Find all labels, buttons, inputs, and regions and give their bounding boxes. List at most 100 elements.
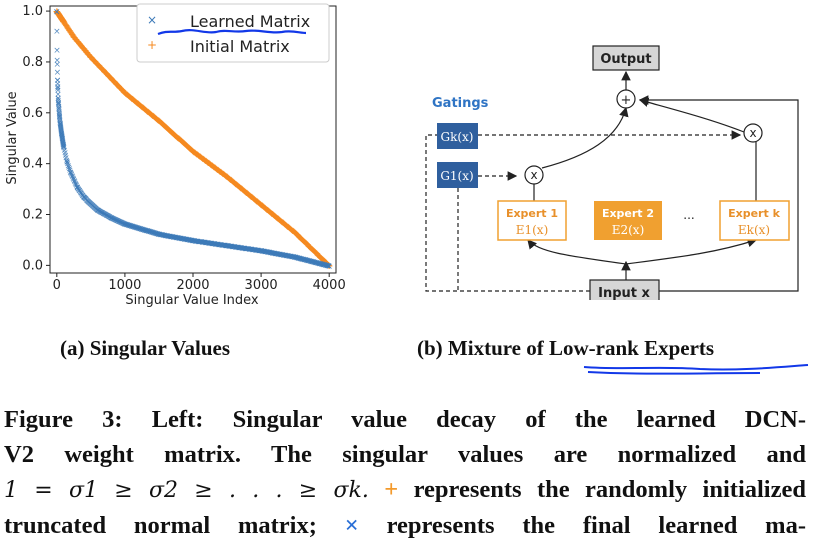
- learned-point: ×: [142, 226, 150, 236]
- initial-point: +: [250, 194, 258, 205]
- learned-point: ×: [78, 189, 86, 199]
- learned-point: ×: [119, 219, 127, 229]
- learned-point: ×: [92, 204, 100, 214]
- initial-point: +: [127, 93, 135, 104]
- initial-point: +: [125, 92, 133, 103]
- initial-point: +: [131, 96, 139, 107]
- initial-point: +: [175, 134, 183, 145]
- learned-point: ×: [77, 188, 85, 198]
- initial-point: +: [184, 142, 192, 153]
- learned-point: ×: [307, 257, 315, 267]
- learned-point: ×: [57, 125, 65, 135]
- initial-point: +: [253, 197, 261, 208]
- learned-point: ×: [210, 240, 218, 250]
- learned-point: ×: [317, 260, 325, 270]
- initial-point: +: [312, 249, 320, 260]
- initial-point: +: [67, 29, 75, 40]
- learned-point: ×: [179, 235, 187, 245]
- learned-point: ×: [117, 218, 125, 228]
- learned-point: ×: [59, 138, 67, 148]
- initial-point: +: [238, 184, 246, 195]
- initial-point: +: [293, 230, 301, 241]
- initial-point: +: [63, 22, 71, 33]
- learned-point: ×: [55, 107, 63, 117]
- initial-point: +: [173, 132, 181, 143]
- learned-point: ×: [248, 245, 256, 255]
- learned-point: ×: [58, 133, 66, 143]
- learned-point: ×: [309, 258, 317, 268]
- learned-point: ×: [193, 237, 201, 247]
- learned-point: ×: [236, 243, 244, 253]
- learned-point: ×: [288, 252, 296, 262]
- learned-point: ×: [324, 261, 332, 271]
- learned-point: ×: [110, 215, 118, 225]
- initial-point: +: [277, 216, 285, 227]
- learned-point: ×: [232, 243, 240, 253]
- initial-point: +: [53, 8, 61, 19]
- learned-point: ×: [56, 119, 64, 129]
- learned-point: ×: [152, 229, 160, 239]
- learned-point: ×: [56, 115, 64, 125]
- learned-point: ×: [284, 252, 292, 262]
- initial-point: +: [193, 150, 201, 161]
- input-to-gatek: [425, 134, 590, 292]
- learned-point: ×: [244, 245, 252, 255]
- learned-point: ×: [312, 258, 320, 268]
- handwritten-underline-b: [583, 364, 809, 375]
- learned-point: ×: [204, 239, 212, 249]
- learned-point: ×: [266, 248, 274, 258]
- initial-point: +: [270, 211, 278, 222]
- learned-point: ×: [107, 213, 115, 223]
- learned-point: ×: [291, 253, 299, 263]
- learned-point: ×: [88, 200, 96, 210]
- initial-point: +: [105, 71, 113, 82]
- learned-point: ×: [209, 239, 217, 249]
- initial-point: +: [93, 59, 101, 70]
- initial-point: +: [223, 172, 231, 183]
- learned-point: ×: [221, 241, 229, 251]
- initial-point: +: [303, 240, 311, 251]
- learned-point: ×: [112, 216, 120, 226]
- initial-point: +: [180, 139, 188, 150]
- learned-point: ×: [118, 219, 126, 229]
- initial-point: +: [279, 218, 287, 229]
- initial-point: +: [306, 243, 314, 254]
- learned-point: ×: [235, 243, 243, 253]
- learned-point: ×: [108, 214, 116, 224]
- learned-point: ×: [249, 245, 257, 255]
- learned-point: ×: [265, 248, 273, 258]
- learned-point: ×: [136, 224, 144, 234]
- initial-point: +: [78, 42, 86, 53]
- learned-point: ×: [206, 239, 214, 249]
- learned-point: ×: [172, 233, 180, 243]
- expert-k-func: Ek(x): [738, 223, 770, 237]
- learned-point: ×: [59, 136, 67, 146]
- learned-point: ×: [236, 243, 244, 253]
- initial-point: +: [55, 10, 63, 21]
- initial-point: +: [117, 85, 125, 96]
- initial-point: +: [58, 14, 66, 25]
- initial-point: +: [65, 25, 73, 36]
- initial-point: +: [64, 24, 72, 35]
- learned-point: ×: [76, 187, 84, 197]
- initial-point: +: [149, 111, 157, 122]
- initial-point: +: [56, 11, 64, 22]
- learned-point: ×: [189, 236, 197, 246]
- learned-point: ×: [203, 239, 211, 249]
- learned-point: ×: [185, 236, 193, 246]
- initial-point: +: [144, 107, 152, 118]
- initial-point: +: [216, 167, 224, 178]
- learned-point: ×: [80, 193, 88, 203]
- initial-point: +: [233, 181, 241, 192]
- learned-point: ×: [279, 251, 287, 261]
- learned-point: ×: [58, 130, 66, 140]
- expert-2-box: [594, 201, 662, 240]
- learned-point: ×: [67, 168, 75, 178]
- x-tick-label: 3000: [245, 278, 278, 293]
- initial-point: +: [189, 147, 197, 158]
- initial-point: +: [169, 129, 177, 140]
- initial-point: +: [220, 170, 228, 181]
- learned-point: ×: [118, 218, 126, 228]
- initial-point: +: [239, 185, 247, 196]
- initial-point: +: [211, 163, 219, 174]
